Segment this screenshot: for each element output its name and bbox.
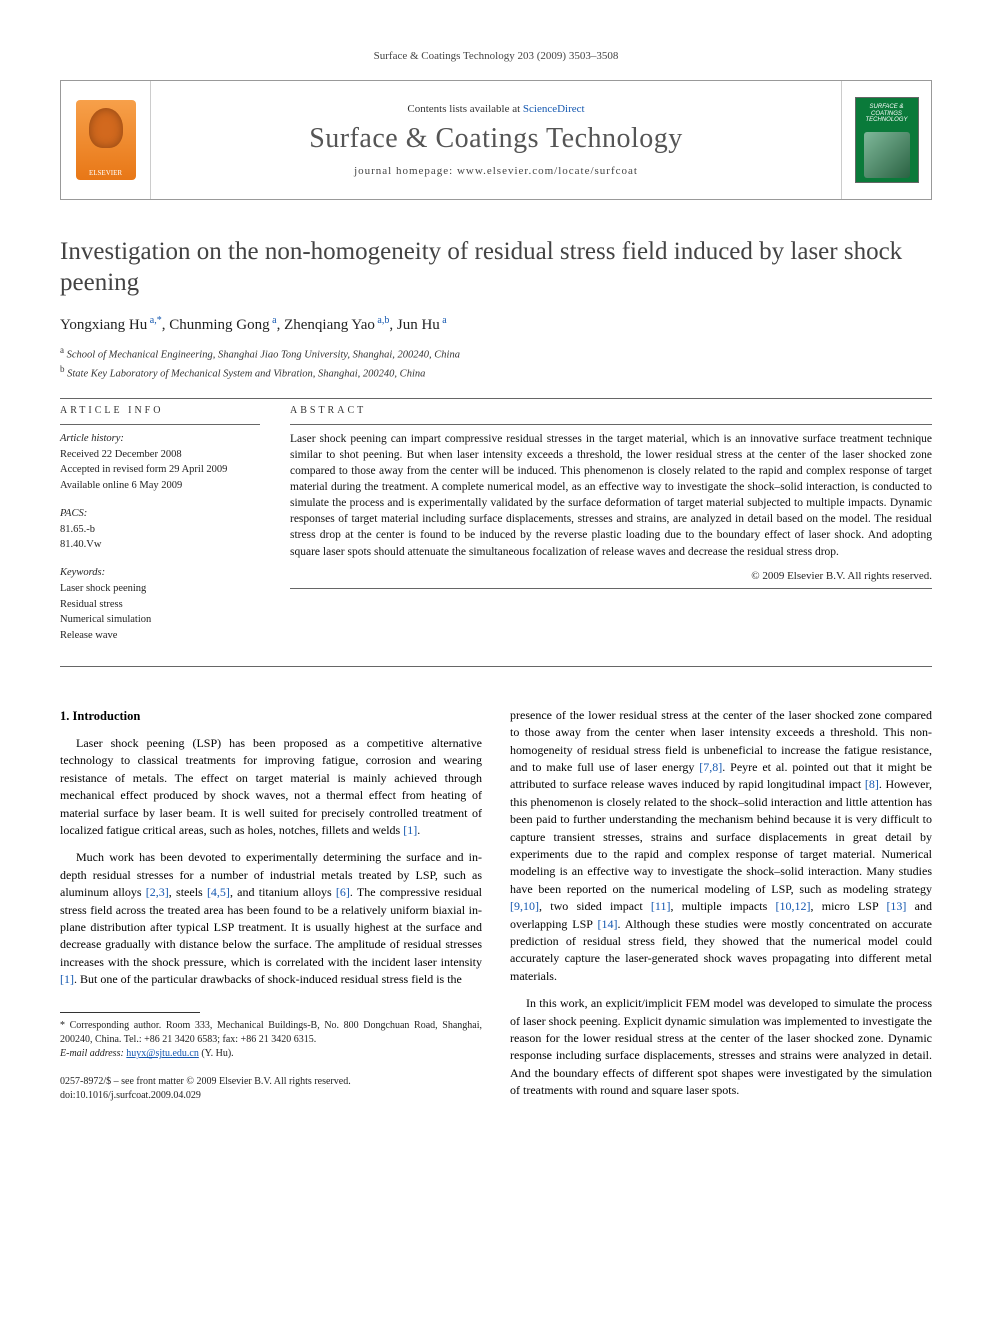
contents-available-line: Contents lists available at ScienceDirec… <box>407 103 584 115</box>
contents-prefix: Contents lists available at <box>407 103 522 115</box>
author-name: Yongxiang Hu <box>60 317 147 333</box>
citation-link[interactable]: [7,8] <box>699 760 722 774</box>
elsevier-label: ELSEVIER <box>89 169 122 177</box>
footnote-email-line: E-mail address: huyx@sjtu.edu.cn (Y. Hu)… <box>60 1047 482 1061</box>
pacs-label: PACS: <box>60 506 260 522</box>
author-name: Jun Hu <box>397 317 440 333</box>
citation-link[interactable]: [9,10] <box>510 899 539 913</box>
history-received: Received 22 December 2008 <box>60 447 260 463</box>
article-meta-row: ARTICLE INFO Article history: Received 2… <box>60 405 932 656</box>
keyword: Numerical simulation <box>60 612 260 628</box>
author-sep: , <box>277 317 285 333</box>
sciencedirect-link[interactable]: ScienceDirect <box>523 103 585 115</box>
citation-link[interactable]: [1] <box>60 972 74 986</box>
author-affil-sup: a,b <box>375 315 389 326</box>
footnote-text: * Corresponding author. Room 333, Mechan… <box>60 1019 482 1047</box>
author-sep: , <box>389 317 397 333</box>
doi-line: doi:10.1016/j.surfcoat.2009.04.029 <box>60 1089 482 1103</box>
email-link[interactable]: huyx@sjtu.edu.cn <box>126 1048 199 1059</box>
history-label: Article history: <box>60 431 260 447</box>
corresponding-footnote: * Corresponding author. Room 333, Mechan… <box>60 1019 482 1061</box>
journal-banner: ELSEVIER Contents lists available at Sci… <box>60 80 932 200</box>
affil-text: School of Mechanical Engineering, Shangh… <box>67 349 460 360</box>
pacs-code: 81.40.Vw <box>60 537 260 553</box>
journal-cover-thumbnail: SURFACE & COATINGS TECHNOLOGY <box>855 97 919 183</box>
citation-link[interactable]: [13] <box>886 899 906 913</box>
paragraph: presence of the lower residual stress at… <box>510 707 932 985</box>
divider <box>290 588 932 589</box>
author-name: Zhenqiang Yao <box>284 317 375 333</box>
homepage-prefix: journal homepage: <box>354 165 457 177</box>
divider <box>60 666 932 667</box>
affiliation: b State Key Laboratory of Mechanical Sys… <box>60 363 932 382</box>
keyword: Laser shock peening <box>60 581 260 597</box>
left-column: 1. Introduction Laser shock peening (LSP… <box>60 707 482 1110</box>
pacs-code: 81.65.-b <box>60 522 260 538</box>
author-list: Yongxiang Hu a,*, Chunming Gong a, Zhenq… <box>60 315 932 334</box>
divider <box>60 398 932 399</box>
cover-title: SURFACE & COATINGS TECHNOLOGY <box>856 104 918 124</box>
affil-sup: b <box>60 364 65 374</box>
email-suffix: (Y. Hu). <box>201 1048 233 1059</box>
history-revised: Accepted in revised form 29 April 2009 <box>60 462 260 478</box>
homepage-url: www.elsevier.com/locate/surfcoat <box>457 165 638 177</box>
running-head: Surface & Coatings Technology 203 (2009)… <box>60 50 932 62</box>
keywords-block: Keywords: Laser shock peening Residual s… <box>60 565 260 644</box>
citation-link[interactable]: [8] <box>865 777 879 791</box>
citation-link[interactable]: [10,12] <box>776 899 811 913</box>
author-affil-sup: a <box>440 315 447 326</box>
paragraph: In this work, an explicit/implicit FEM m… <box>510 995 932 1099</box>
issn-line: 0257-8972/$ – see front matter © 2009 El… <box>60 1075 482 1089</box>
elsevier-logo-icon: ELSEVIER <box>76 100 136 180</box>
banner-center: Contents lists available at ScienceDirec… <box>151 81 841 199</box>
article-info-column: ARTICLE INFO Article history: Received 2… <box>60 405 260 656</box>
history-online: Available online 6 May 2009 <box>60 478 260 494</box>
citation-link[interactable]: [14] <box>597 917 617 931</box>
footnote-rule <box>60 1012 200 1013</box>
affiliation: a School of Mechanical Engineering, Shan… <box>60 344 932 363</box>
keyword: Release wave <box>60 628 260 644</box>
article-title: Investigation on the non-homogeneity of … <box>60 236 932 299</box>
citation-link[interactable]: [1] <box>403 823 417 837</box>
front-matter-meta: 0257-8972/$ – see front matter © 2009 El… <box>60 1075 482 1103</box>
author-name: Chunming Gong <box>169 317 269 333</box>
keyword: Residual stress <box>60 597 260 613</box>
article-history-block: Article history: Received 22 December 20… <box>60 431 260 494</box>
pacs-block: PACS: 81.65.-b 81.40.Vw <box>60 506 260 553</box>
article-info-heading: ARTICLE INFO <box>60 405 260 416</box>
affiliation-list: a School of Mechanical Engineering, Shan… <box>60 344 932 382</box>
abstract-column: ABSTRACT Laser shock peening can impart … <box>290 405 932 656</box>
cover-image-icon <box>864 132 910 178</box>
right-column: presence of the lower residual stress at… <box>510 707 932 1110</box>
divider <box>60 424 260 425</box>
keywords-label: Keywords: <box>60 565 260 581</box>
citation-link[interactable]: [11] <box>651 899 671 913</box>
divider <box>290 424 932 425</box>
paragraph: Laser shock peening (LSP) has been propo… <box>60 735 482 839</box>
journal-title: Surface & Coatings Technology <box>309 123 683 155</box>
publisher-logo-cell: ELSEVIER <box>61 81 151 199</box>
body-columns: 1. Introduction Laser shock peening (LSP… <box>60 707 932 1110</box>
author-affil-sup: a <box>270 315 277 326</box>
affil-sup: a <box>60 345 64 355</box>
section-title: 1. Introduction <box>60 707 482 725</box>
journal-cover-cell: SURFACE & COATINGS TECHNOLOGY <box>841 81 931 199</box>
journal-homepage-line: journal homepage: www.elsevier.com/locat… <box>354 165 638 177</box>
paragraph: Much work has been devoted to experiment… <box>60 849 482 988</box>
citation-link[interactable]: [6] <box>336 885 350 899</box>
affil-text: State Key Laboratory of Mechanical Syste… <box>67 368 425 379</box>
email-label: E-mail address: <box>60 1048 124 1059</box>
citation-link[interactable]: [2,3] <box>146 885 169 899</box>
abstract-text: Laser shock peening can impart compressi… <box>290 431 932 560</box>
citation-link[interactable]: [4,5] <box>207 885 230 899</box>
copyright-line: © 2009 Elsevier B.V. All rights reserved… <box>290 570 932 582</box>
author-affil-sup: a, <box>147 315 156 326</box>
abstract-heading: ABSTRACT <box>290 405 932 416</box>
